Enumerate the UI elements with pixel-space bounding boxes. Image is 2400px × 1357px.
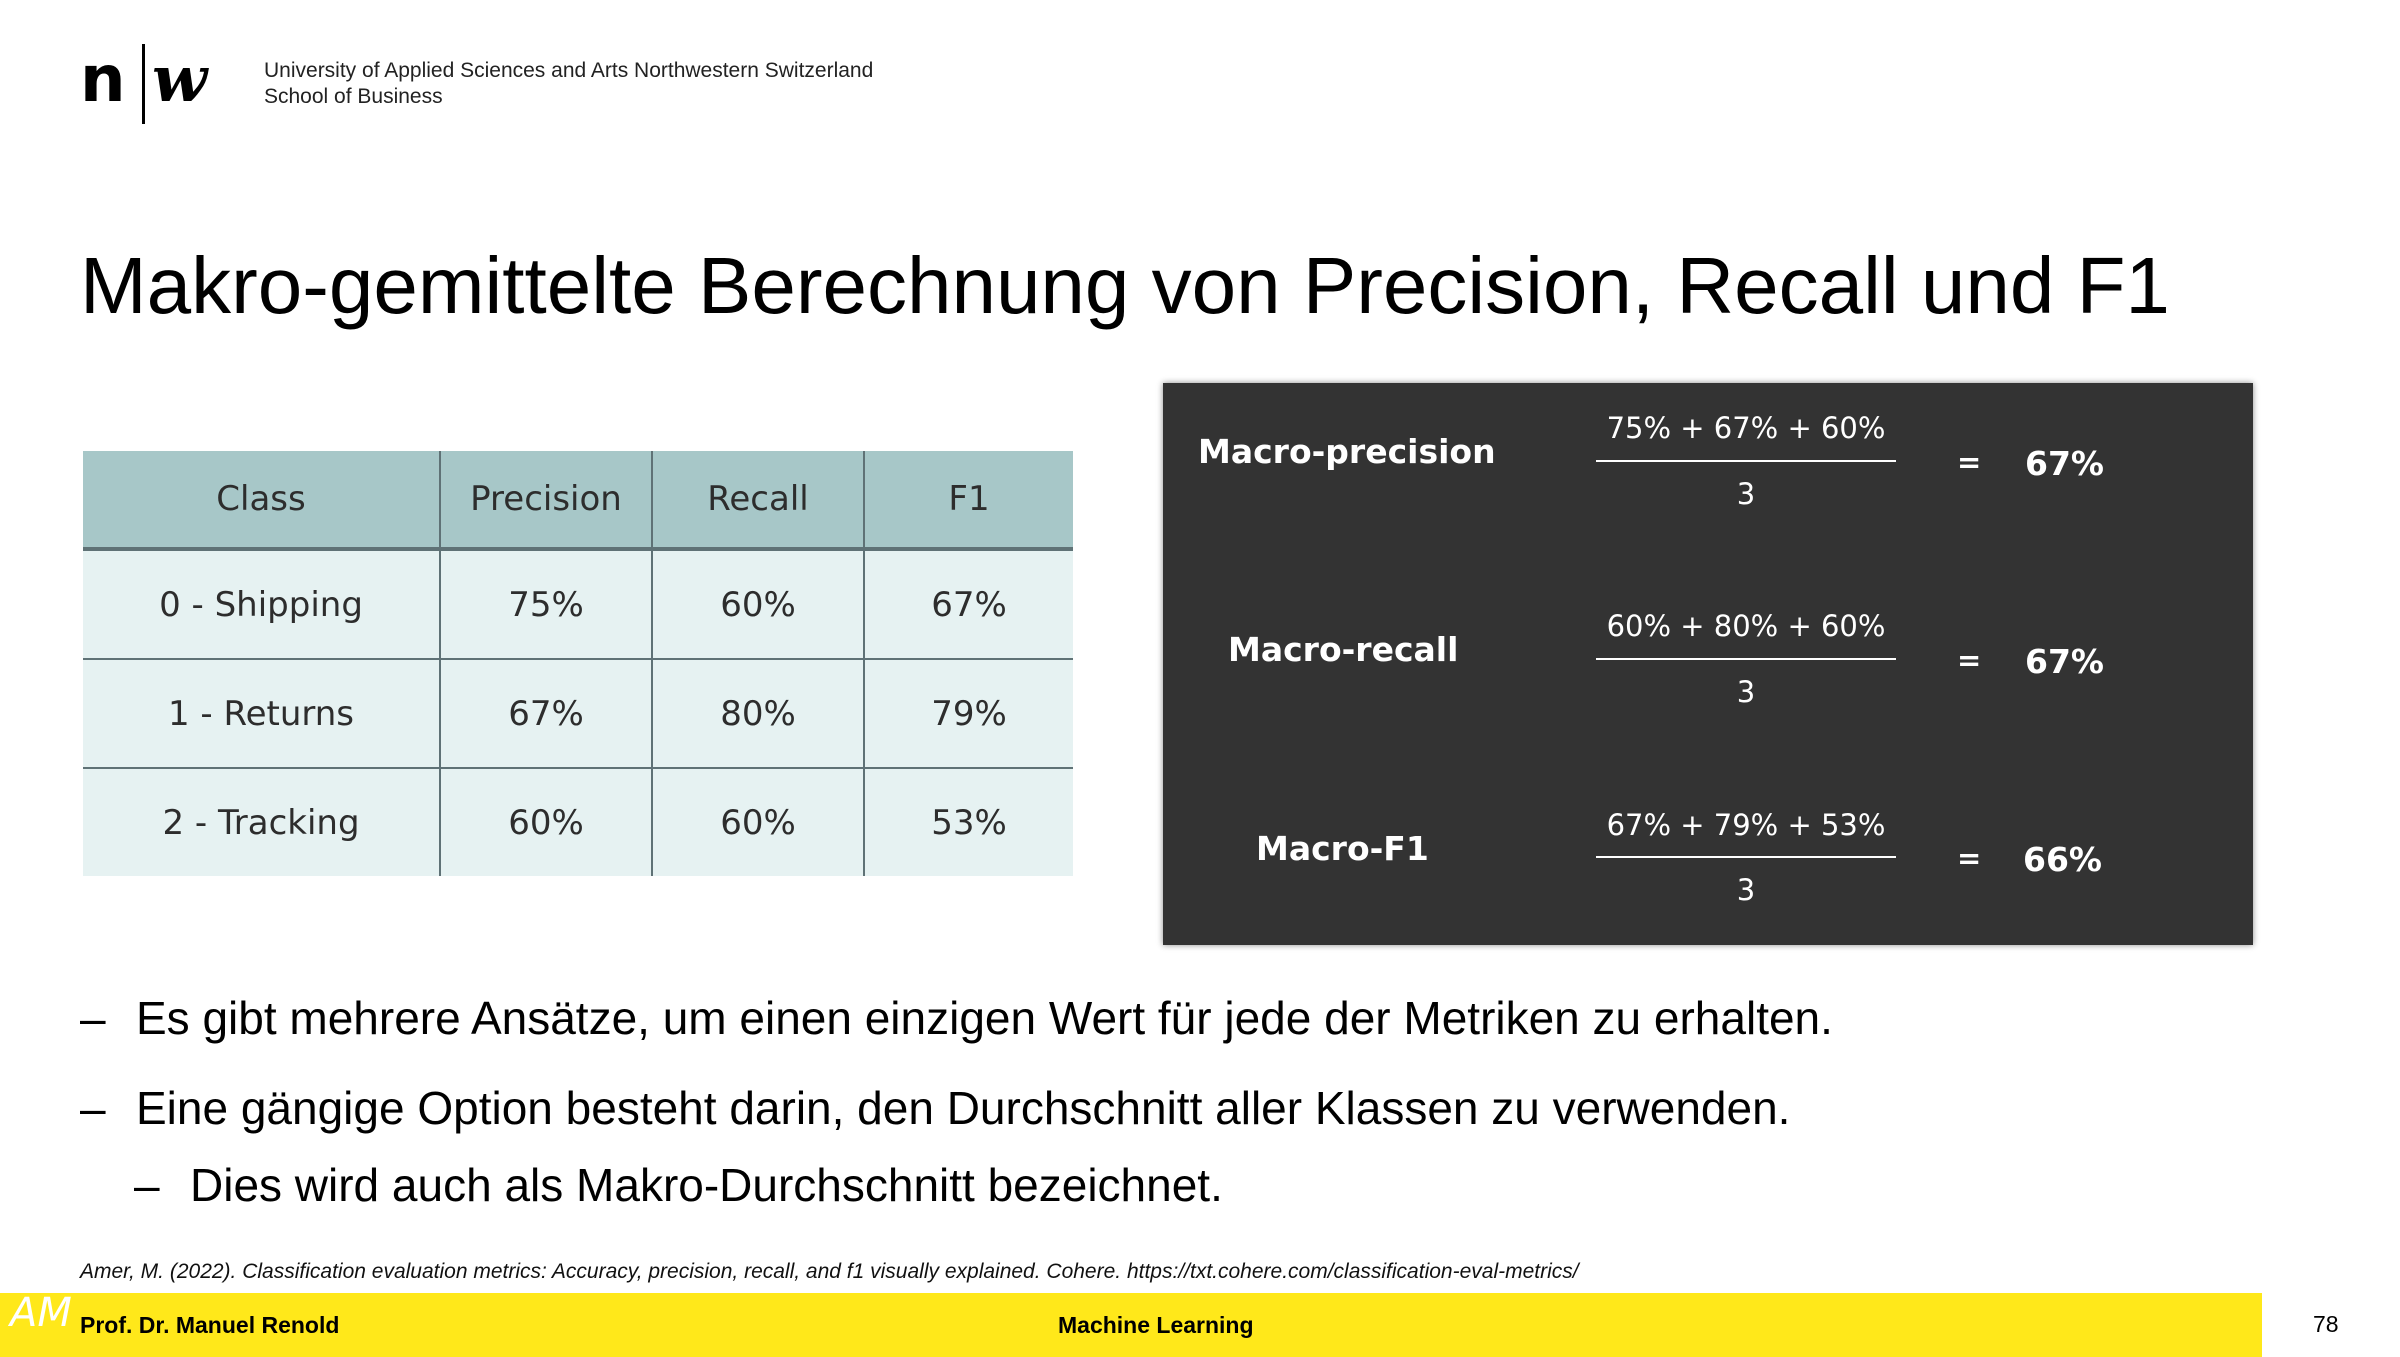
cell-f1: 79%: [863, 658, 1073, 768]
table-row: 0 - Shipping 75% 60% 67%: [83, 549, 1073, 659]
bullet-text: Dies wird auch als Makro-Durchschnitt be…: [190, 1159, 1223, 1211]
institution-line-2: School of Business: [264, 85, 443, 108]
metrics-table: Class Precision Recall F1 0 - Shipping 7…: [83, 451, 1073, 876]
bullet-text: Es gibt mehrere Ansätze, um einen einzig…: [136, 992, 1833, 1044]
formula-numerator: 67% + 79% + 53%: [1606, 808, 1886, 842]
table-row: 1 - Returns 67% 80% 79%: [83, 658, 1073, 768]
formula-result: 66%: [2023, 840, 2102, 879]
header-f1: F1: [863, 451, 1073, 549]
table-header-row: Class Precision Recall F1: [83, 451, 1073, 549]
cell-precision: 75%: [439, 549, 652, 659]
header-recall: Recall: [651, 451, 864, 549]
fraction-line: [1596, 460, 1896, 462]
formula-label: Macro-precision: [1198, 432, 1496, 471]
bullet-dash: –: [80, 992, 106, 1044]
formula-equals: =: [1957, 841, 1982, 875]
formula-equals: =: [1957, 643, 1982, 677]
slide-title: Makro-gemittelte Berechnung von Precisio…: [80, 241, 2170, 330]
footer-bar: [0, 1293, 2262, 1357]
bullet-text: Eine gängige Option besteht darin, den D…: [136, 1082, 1791, 1134]
bullet-dash: –: [80, 1082, 106, 1134]
bullet-item: – Eine gängige Option besteht darin, den…: [80, 1080, 1790, 1136]
citation: Amer, M. (2022). Classification evaluati…: [80, 1260, 1579, 1283]
footer-logo: AM: [10, 1290, 72, 1336]
cell-class: 2 - Tracking: [83, 767, 440, 876]
page-number: 78: [2313, 1311, 2339, 1337]
cell-class: 1 - Returns: [83, 658, 440, 768]
institution-name: University of Applied Sciences and Arts …: [264, 58, 873, 110]
formula-numerator: 75% + 67% + 60%: [1606, 411, 1886, 445]
fraction-line: [1596, 856, 1896, 858]
cell-precision: 67%: [439, 658, 652, 768]
sub-bullet-item: – Dies wird auch als Makro-Durchschnitt …: [134, 1157, 1223, 1213]
formula-numerator: 60% + 80% + 60%: [1606, 609, 1886, 643]
table-row: 2 - Tracking 60% 60% 53%: [83, 767, 1073, 876]
macro-formula-panel: Macro-precision 75% + 67% + 60% 3 = 67% …: [1163, 383, 2253, 945]
bullet-item: – Es gibt mehrere Ansätze, um einen einz…: [80, 990, 1833, 1046]
cell-class: 0 - Shipping: [83, 549, 440, 659]
institution-line-1: University of Applied Sciences and Arts …: [264, 59, 874, 82]
logo-n-letter: n: [80, 43, 126, 117]
logo-w-letter: w: [152, 42, 208, 117]
cell-recall: 80%: [651, 658, 864, 768]
footer-author: Prof. Dr. Manuel Renold: [80, 1312, 340, 1338]
cell-recall: 60%: [651, 549, 864, 659]
formula-equals: =: [1957, 445, 1982, 479]
cell-precision: 60%: [439, 767, 652, 876]
footer-course: Machine Learning: [1058, 1312, 1254, 1338]
formula-label: Macro-recall: [1228, 630, 1459, 669]
formula-result: 67%: [2025, 642, 2104, 681]
fraction-line: [1596, 658, 1896, 660]
formula-label: Macro-F1: [1256, 829, 1429, 868]
formula-result: 67%: [2025, 444, 2104, 483]
formula-denominator: 3: [1736, 477, 1756, 511]
formula-denominator: 3: [1736, 675, 1756, 709]
cell-recall: 60%: [651, 767, 864, 876]
header-class: Class: [83, 451, 440, 549]
cell-f1: 67%: [863, 549, 1073, 659]
formula-denominator: 3: [1736, 873, 1756, 907]
bullet-dash: –: [134, 1159, 160, 1211]
logo-divider: [142, 44, 145, 124]
cell-f1: 53%: [863, 767, 1073, 876]
header-precision: Precision: [439, 451, 652, 549]
